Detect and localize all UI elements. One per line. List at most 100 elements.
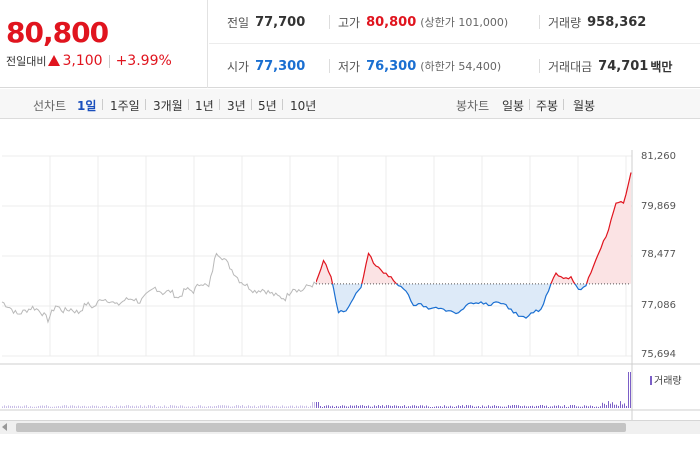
volume-bar xyxy=(164,405,165,408)
volume-bar xyxy=(596,406,597,408)
period-10y[interactable]: 10년 xyxy=(290,99,317,113)
volume-bar xyxy=(536,405,537,408)
volume-bar xyxy=(228,405,229,408)
up-area xyxy=(316,172,631,284)
candle-chart-label: 봉차트 xyxy=(456,99,490,113)
volume-bar xyxy=(344,405,345,408)
volume-bar xyxy=(600,406,601,408)
volume-bar xyxy=(28,406,29,408)
volume-bar xyxy=(278,406,279,408)
divider xyxy=(219,99,220,110)
current-price: 80,800 xyxy=(6,16,109,49)
volume-bar xyxy=(458,405,459,408)
volume-bar xyxy=(106,405,107,408)
volume-bar xyxy=(352,405,353,408)
volume-bar xyxy=(358,405,359,408)
volume-bar xyxy=(532,405,533,408)
divider xyxy=(102,99,103,110)
volume-bar xyxy=(518,405,519,408)
volume-bar xyxy=(420,405,421,408)
volume-bar xyxy=(36,406,37,408)
volume-bar xyxy=(446,406,447,408)
volume-bar xyxy=(506,406,507,408)
volume-bar xyxy=(554,405,555,408)
volume-bar xyxy=(178,406,179,408)
candle-weekly[interactable]: 주봉 xyxy=(536,99,559,113)
volume-bar xyxy=(512,405,513,408)
volume-bar xyxy=(374,405,375,408)
volume-bar xyxy=(42,405,43,408)
candle-monthly[interactable]: 월봉 xyxy=(573,99,596,113)
chart-scrollbar[interactable] xyxy=(0,420,700,434)
high-value: 80,800 xyxy=(366,14,417,30)
divider xyxy=(108,54,110,68)
volume-bar xyxy=(322,406,323,408)
volume-bar xyxy=(426,405,427,408)
volume-bar xyxy=(258,406,259,408)
volume-bar xyxy=(492,405,493,408)
scroll-left-arrow-icon[interactable] xyxy=(2,423,7,431)
volume-bar xyxy=(270,406,271,408)
volume-bar xyxy=(604,403,605,408)
volume-bar xyxy=(222,405,223,408)
volume-bar xyxy=(542,405,543,408)
volume-bar xyxy=(92,405,93,408)
period-3y[interactable]: 3년 xyxy=(227,99,246,113)
volume-bar xyxy=(240,405,241,408)
change-label: 전일대비 xyxy=(6,55,47,68)
volume-bar xyxy=(356,405,357,408)
volume-bar xyxy=(30,406,31,408)
volume-bar xyxy=(416,405,417,408)
volume-bar xyxy=(308,406,309,408)
volume-bar xyxy=(558,405,559,408)
volume-bar xyxy=(612,402,613,408)
volume-bar xyxy=(220,405,221,408)
volume-bar xyxy=(294,406,295,408)
volume-bar xyxy=(466,405,467,408)
volume-bar xyxy=(516,405,517,408)
price-chart[interactable]: 81,260 79,869 78,477 77,086 75,694 거래량 xyxy=(0,120,700,420)
period-1y[interactable]: 1년 xyxy=(195,99,214,113)
volume-bar xyxy=(364,405,365,408)
volume-bar xyxy=(382,405,383,408)
scroll-thumb[interactable] xyxy=(16,423,626,432)
volume-bar xyxy=(44,405,45,408)
volume-bar xyxy=(170,405,171,408)
price-change-row: 전일대비 3,100 +3.99% xyxy=(6,53,172,69)
down-area xyxy=(316,283,631,319)
volume-bar xyxy=(336,405,337,408)
period-1d[interactable]: 1일 xyxy=(77,99,97,113)
upper-limit: (상한가 101,000) xyxy=(420,16,509,29)
volume-bar xyxy=(174,405,175,408)
volume-bar xyxy=(342,405,343,408)
volume-bar xyxy=(568,406,569,408)
volume-bar xyxy=(78,405,79,408)
volume-bar xyxy=(334,406,335,408)
volume-bar xyxy=(590,405,591,408)
volume-bar xyxy=(452,406,453,408)
period-3m[interactable]: 3개월 xyxy=(153,99,183,113)
volume-bar xyxy=(104,406,105,408)
volume-bar xyxy=(204,406,205,408)
volume-bar xyxy=(408,406,409,408)
volume-bar xyxy=(486,406,487,408)
period-1w[interactable]: 1주일 xyxy=(110,99,140,113)
open-label: 시가 xyxy=(227,59,250,74)
divider xyxy=(188,99,189,110)
volume-bar xyxy=(22,406,23,408)
high-label: 고가 xyxy=(338,15,361,30)
volume-bar xyxy=(412,405,413,408)
quote-row: 전일 77,700 고가 80,800 (상한가 101,000) 거래량 95… xyxy=(209,0,700,44)
today-down-line xyxy=(331,283,588,319)
volume-bar xyxy=(60,406,61,408)
period-5y[interactable]: 5년 xyxy=(258,99,277,113)
volume-bar xyxy=(262,405,263,408)
volume-bar xyxy=(448,406,449,408)
volume-bar xyxy=(424,406,425,408)
volume-bar xyxy=(594,406,595,408)
volume-bar xyxy=(88,406,89,408)
volume-bar xyxy=(556,405,557,408)
candle-daily[interactable]: 일봉 xyxy=(502,99,525,113)
volume-bar xyxy=(442,406,443,408)
volume-bar xyxy=(12,405,13,408)
